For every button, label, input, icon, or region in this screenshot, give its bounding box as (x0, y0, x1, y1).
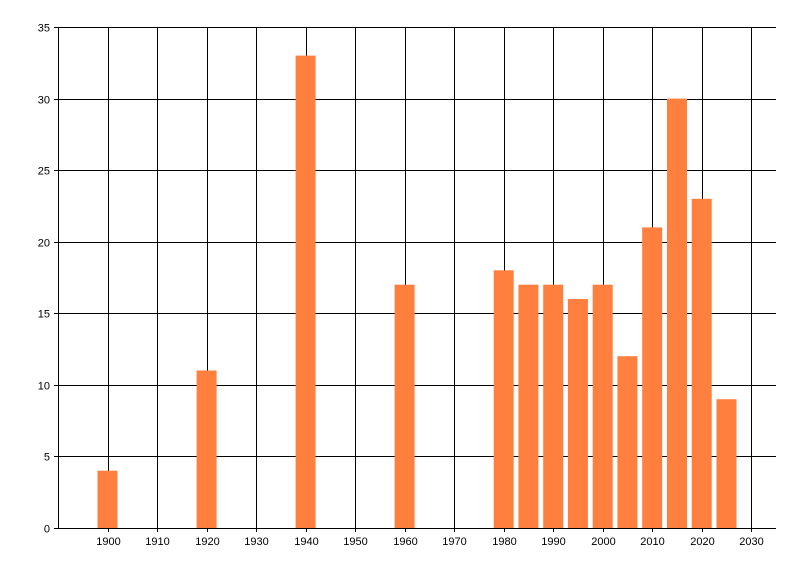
y-tick-label: 10 (38, 381, 50, 393)
bar (97, 470, 118, 528)
bar (518, 284, 539, 528)
y-tick-label: 20 (38, 238, 50, 250)
bar (295, 55, 316, 528)
x-tick-label: 1910 (145, 536, 169, 548)
y-tick-label: 30 (38, 95, 50, 107)
bar (567, 299, 588, 528)
bar (667, 98, 687, 528)
x-tick-label: 1900 (96, 536, 120, 548)
x-tick-label: 1990 (541, 536, 565, 548)
y-tick-label: 5 (44, 452, 50, 464)
axes (54, 27, 776, 532)
bar (642, 227, 663, 528)
x-tick-label: 1930 (244, 536, 268, 548)
x-tick-label: 1960 (393, 536, 417, 548)
x-tick-label: 1950 (343, 536, 367, 548)
y-tick-labels: 0 5 10 15 20 25 30 35 (38, 23, 50, 536)
x-tick-label: 2020 (690, 536, 714, 548)
bars (97, 55, 737, 529)
bar (592, 284, 613, 528)
x-tick-label: 1940 (294, 536, 318, 548)
bar (716, 399, 737, 528)
bar (691, 198, 712, 529)
y-tick-label: 35 (38, 23, 50, 35)
bar (493, 270, 514, 528)
x-tick-label: 1970 (442, 536, 466, 548)
y-tick-label: 15 (38, 309, 50, 321)
x-tick-label: 2010 (640, 536, 664, 548)
bar (196, 370, 217, 528)
x-tick-label: 2000 (591, 536, 615, 548)
y-tick-label: 0 (44, 524, 50, 536)
y-tick-label: 25 (38, 166, 50, 178)
bar (543, 284, 564, 528)
bar (617, 356, 638, 528)
bar (394, 284, 415, 528)
x-tick-label: 1980 (492, 536, 516, 548)
x-tick-labels: 1900 1910 1920 1930 1940 1950 1960 1970 1980 1990… (96, 536, 763, 548)
x-tick-label: 1920 (195, 536, 219, 548)
x-tick-label: 2030 (739, 536, 763, 548)
